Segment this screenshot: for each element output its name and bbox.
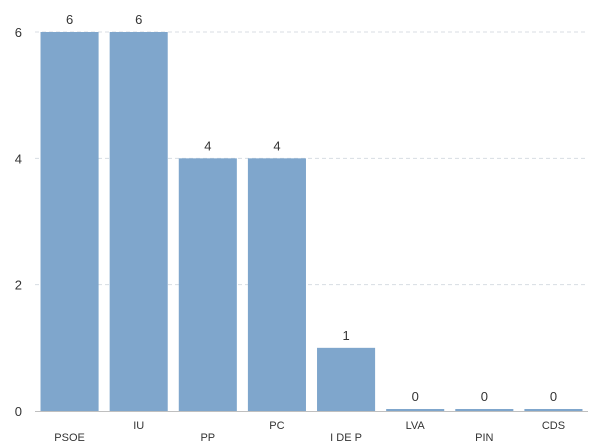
x-tick-label: I DE P <box>330 432 362 444</box>
data-label: 0 <box>481 389 488 404</box>
x-tick-label: IU <box>133 420 144 432</box>
data-label: 6 <box>135 12 142 27</box>
bar <box>178 158 237 411</box>
bar <box>109 32 168 411</box>
data-label: 0 <box>412 389 419 404</box>
x-tick-label: PSOE <box>54 432 85 444</box>
x-tick-label: CDS <box>542 420 565 432</box>
data-label: 4 <box>273 138 280 153</box>
x-tick-label: PP <box>200 432 215 444</box>
x-tick-label: LVA <box>406 420 426 432</box>
data-label: 0 <box>550 389 557 404</box>
bar <box>40 32 99 411</box>
data-label: 6 <box>66 12 73 27</box>
x-tick-label: PC <box>269 420 284 432</box>
data-label: 4 <box>204 138 211 153</box>
data-label: 1 <box>342 328 349 343</box>
bar <box>317 347 376 411</box>
label-layer: 0 2 4 6 6 PSOE 6 IU 4 PP 4 PC 1 I DE P 0 LVA 0 PIN 0 CDS <box>15 12 565 444</box>
bar <box>524 409 583 411</box>
x-tick-label: PIN <box>475 432 493 444</box>
bar-layer <box>40 32 583 411</box>
bar <box>455 409 514 411</box>
y-tick-label: 2 <box>15 278 22 293</box>
bar <box>247 158 306 411</box>
bar <box>386 409 445 411</box>
y-tick-label: 4 <box>15 151 22 166</box>
y-tick-label: 6 <box>15 25 22 40</box>
y-tick-label: 0 <box>15 404 22 419</box>
